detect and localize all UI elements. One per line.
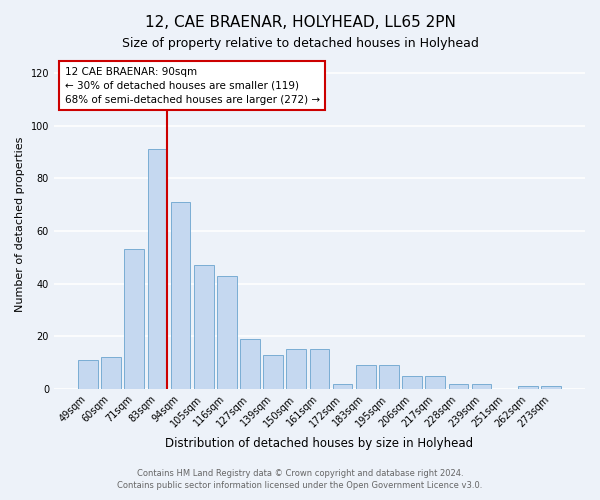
Text: Contains HM Land Registry data © Crown copyright and database right 2024.
Contai: Contains HM Land Registry data © Crown c… xyxy=(118,468,482,490)
Y-axis label: Number of detached properties: Number of detached properties xyxy=(15,137,25,312)
Bar xyxy=(240,339,260,389)
Bar xyxy=(148,150,167,389)
Bar xyxy=(78,360,98,389)
Bar xyxy=(402,376,422,389)
Bar xyxy=(194,265,214,389)
Bar xyxy=(379,365,399,389)
Bar xyxy=(263,354,283,389)
Bar xyxy=(449,384,468,389)
Bar xyxy=(310,350,329,389)
Bar xyxy=(472,384,491,389)
Text: 12, CAE BRAENAR, HOLYHEAD, LL65 2PN: 12, CAE BRAENAR, HOLYHEAD, LL65 2PN xyxy=(145,15,455,30)
Text: 12 CAE BRAENAR: 90sqm
← 30% of detached houses are smaller (119)
68% of semi-det: 12 CAE BRAENAR: 90sqm ← 30% of detached … xyxy=(65,66,320,104)
Bar xyxy=(101,358,121,389)
Bar xyxy=(333,384,352,389)
Bar xyxy=(170,202,190,389)
Bar xyxy=(356,365,376,389)
Text: Size of property relative to detached houses in Holyhead: Size of property relative to detached ho… xyxy=(122,38,478,51)
Bar xyxy=(541,386,561,389)
Bar xyxy=(124,250,144,389)
X-axis label: Distribution of detached houses by size in Holyhead: Distribution of detached houses by size … xyxy=(166,437,473,450)
Bar xyxy=(217,276,236,389)
Bar xyxy=(518,386,538,389)
Bar xyxy=(286,350,306,389)
Bar xyxy=(425,376,445,389)
